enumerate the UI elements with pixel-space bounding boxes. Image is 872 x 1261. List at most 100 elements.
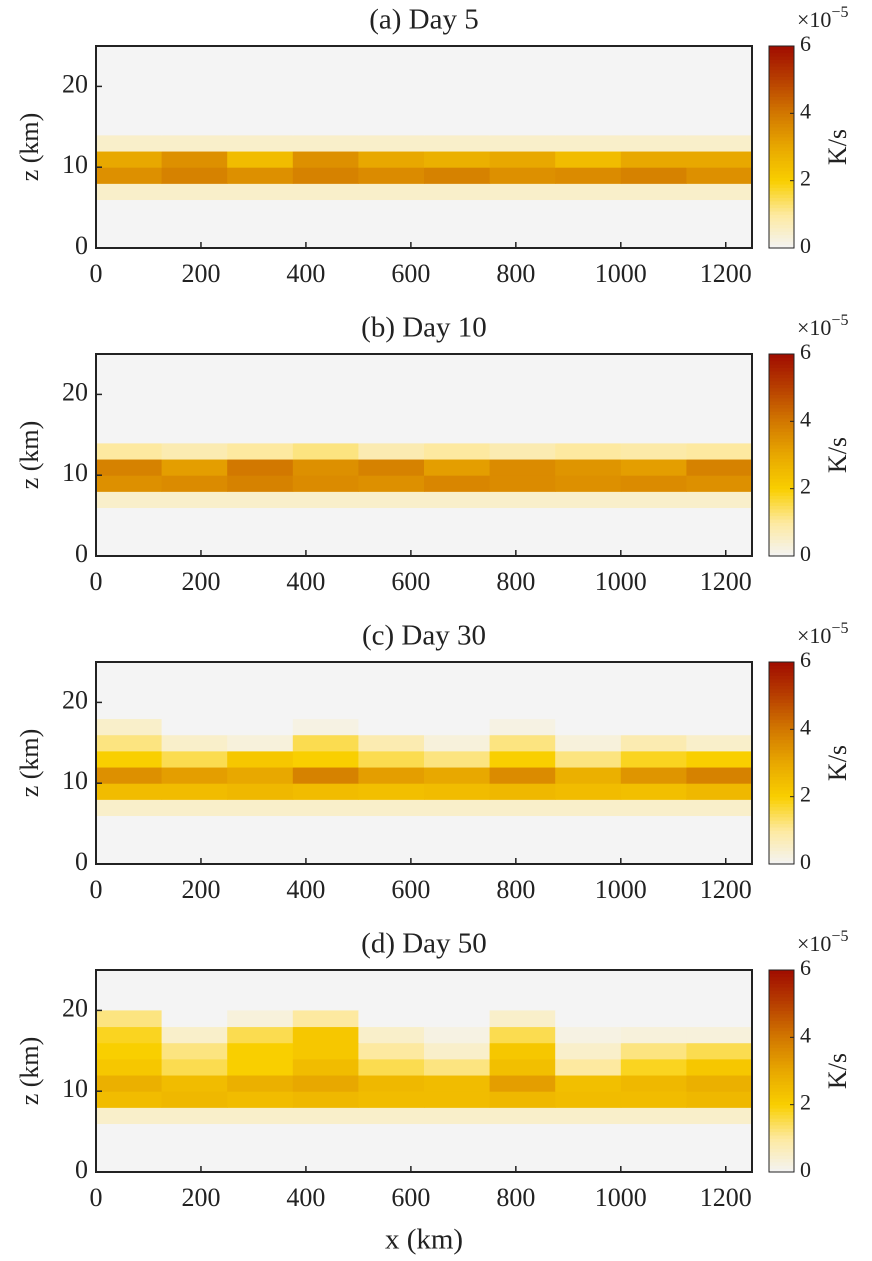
colorbar-step	[769, 136, 794, 141]
heatmap-cell	[620, 1091, 687, 1108]
colorbar-step	[769, 759, 794, 764]
heatmap-cell	[489, 394, 556, 412]
heatmap-cell	[555, 1058, 622, 1076]
colorbar-step	[769, 763, 794, 767]
heatmap-cell	[424, 491, 491, 509]
colorbar-step	[769, 699, 794, 703]
colorbar-step	[769, 354, 794, 358]
heatmap-cell	[489, 118, 556, 136]
colorbar-step	[769, 357, 794, 362]
colorbar-tick-label: 0	[800, 849, 811, 874]
colorbar-step	[769, 1101, 794, 1106]
colorbar-step	[769, 113, 794, 118]
heatmap-cell	[555, 86, 622, 104]
heatmap-cell	[555, 102, 622, 120]
heatmap-cell	[489, 134, 556, 152]
heatmap-cell	[358, 1107, 425, 1125]
colorbar-step	[769, 545, 794, 550]
plot-frame	[95, 353, 753, 557]
y-tick-label: 0	[75, 847, 88, 876]
heatmap-cell	[620, 702, 687, 720]
colorbar-step	[769, 1121, 794, 1126]
colorbar-step	[769, 789, 794, 794]
colorbar-step	[769, 424, 794, 429]
heatmap-cell	[489, 151, 556, 168]
heatmap-cell	[686, 1107, 753, 1125]
colorbar-step	[769, 374, 794, 379]
heatmap-cell	[96, 167, 163, 184]
colorbar-step	[769, 810, 794, 814]
colorbar-step	[769, 394, 794, 399]
heatmap-cell	[227, 1026, 294, 1044]
x-tick-label: 1200	[700, 875, 752, 904]
colorbar-tick-label: 6	[800, 339, 811, 364]
heatmap-cell	[424, 118, 491, 136]
heatmap-cell	[489, 491, 556, 509]
x-axis-label: x (km)	[385, 1224, 463, 1256]
heatmap-cell	[555, 1091, 622, 1108]
heatmap-cell	[620, 1026, 687, 1044]
colorbar-step	[769, 529, 794, 533]
colorbar-step	[769, 1060, 794, 1065]
heatmap-cell	[227, 767, 294, 784]
heatmap-cell	[686, 1042, 753, 1060]
colorbar-step	[769, 1047, 794, 1052]
colorbar-step	[769, 481, 794, 486]
colorbar-step	[769, 417, 794, 422]
heatmap-cell	[555, 799, 622, 817]
heatmap-cell	[161, 734, 228, 752]
colorbar-step	[769, 508, 794, 513]
colorbar-step	[769, 237, 794, 242]
heatmap-cell	[358, 183, 425, 201]
colorbar-step	[769, 806, 794, 811]
heatmap-cell	[96, 799, 163, 817]
colorbar-step	[769, 746, 794, 751]
colorbar-step	[769, 1151, 794, 1156]
colorbar-frame	[768, 661, 795, 865]
colorbar-step	[769, 76, 794, 81]
heatmap-cell	[424, 410, 491, 428]
colorbar-step	[769, 214, 794, 219]
x-tick-label: 1200	[700, 567, 752, 596]
heatmap-cell	[227, 750, 294, 768]
heatmap-cell	[96, 1042, 163, 1060]
heatmap-cell	[358, 1026, 425, 1044]
colorbar-step	[769, 1064, 794, 1069]
heatmap-cell	[161, 1026, 228, 1044]
heatmap-cell	[489, 1107, 556, 1125]
heatmap-cell	[358, 783, 425, 800]
heatmap-cell	[358, 750, 425, 768]
colorbar-step	[769, 1094, 794, 1099]
colorbar-step	[769, 498, 794, 503]
heatmap-cell	[358, 442, 425, 460]
heatmap-cell	[424, 702, 491, 720]
heatmap-cell	[686, 167, 753, 184]
x-tick-label: 200	[181, 1183, 220, 1212]
heatmap-cell	[96, 459, 163, 476]
heatmap-cell	[686, 1058, 753, 1076]
colorbar-step	[769, 1158, 794, 1163]
heatmap-cell	[227, 718, 294, 736]
heatmap-cell	[489, 1058, 556, 1076]
heatmap-cell	[620, 151, 687, 168]
heatmap-cell	[620, 134, 687, 152]
colorbar-tick-label: 4	[800, 98, 811, 123]
colorbar-step	[769, 970, 794, 974]
colorbar-step	[769, 434, 794, 439]
colorbar-step	[769, 197, 794, 202]
colorbar-step	[769, 715, 794, 720]
colorbar-step	[769, 86, 794, 91]
heatmap-cell	[96, 1058, 163, 1076]
colorbar-step	[769, 1020, 794, 1025]
heatmap-cell	[292, 1042, 359, 1060]
colorbar-tick-label: 6	[800, 31, 811, 56]
colorbar-step	[769, 1074, 794, 1079]
heatmap-cell	[424, 718, 491, 736]
heatmap-cell	[292, 1075, 359, 1092]
colorbar-step	[769, 1050, 794, 1055]
panel-title: (a) Day 5	[369, 4, 479, 36]
colorbar-step	[769, 986, 794, 991]
heatmap-cell	[489, 1075, 556, 1092]
heatmap-cell	[292, 102, 359, 120]
heatmap-cell	[358, 1042, 425, 1060]
